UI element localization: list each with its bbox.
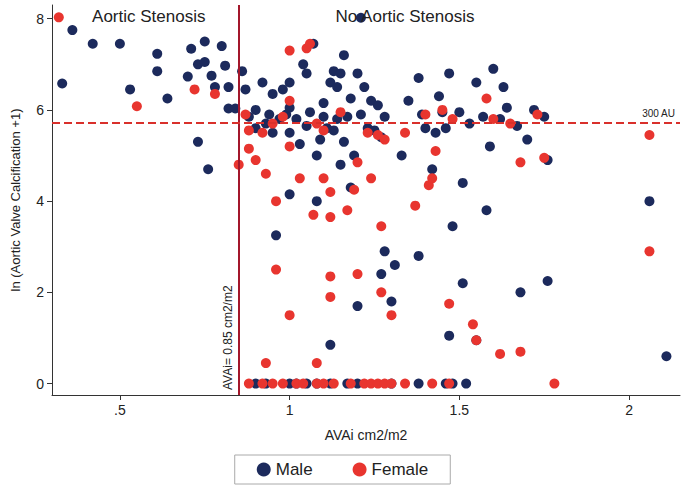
svg-text:2: 2 xyxy=(36,284,44,300)
svg-text:300 AU: 300 AU xyxy=(642,108,675,119)
svg-text:1.5: 1.5 xyxy=(450,402,470,418)
svg-text:1: 1 xyxy=(286,402,294,418)
svg-text:8: 8 xyxy=(36,11,44,27)
svg-text:No Aortic Stenosis: No Aortic Stenosis xyxy=(336,7,475,26)
svg-text:AVAi cm2/m2: AVAi cm2/m2 xyxy=(325,427,408,443)
svg-text:Aortic Stenosis: Aortic Stenosis xyxy=(92,7,205,26)
svg-text:2: 2 xyxy=(625,402,633,418)
svg-text:6: 6 xyxy=(36,102,44,118)
svg-text:4: 4 xyxy=(36,193,44,209)
svg-text:0: 0 xyxy=(36,376,44,392)
svg-text:AVAi= 0.85 cm2/m2: AVAi= 0.85 cm2/m2 xyxy=(221,285,235,390)
svg-text:Female: Female xyxy=(372,460,429,479)
svg-text:Male: Male xyxy=(276,460,313,479)
svg-text:ln (Aortic Valve Calcification: ln (Aortic Valve Calcification +1) xyxy=(8,109,23,292)
svg-text:.5: .5 xyxy=(114,402,126,418)
